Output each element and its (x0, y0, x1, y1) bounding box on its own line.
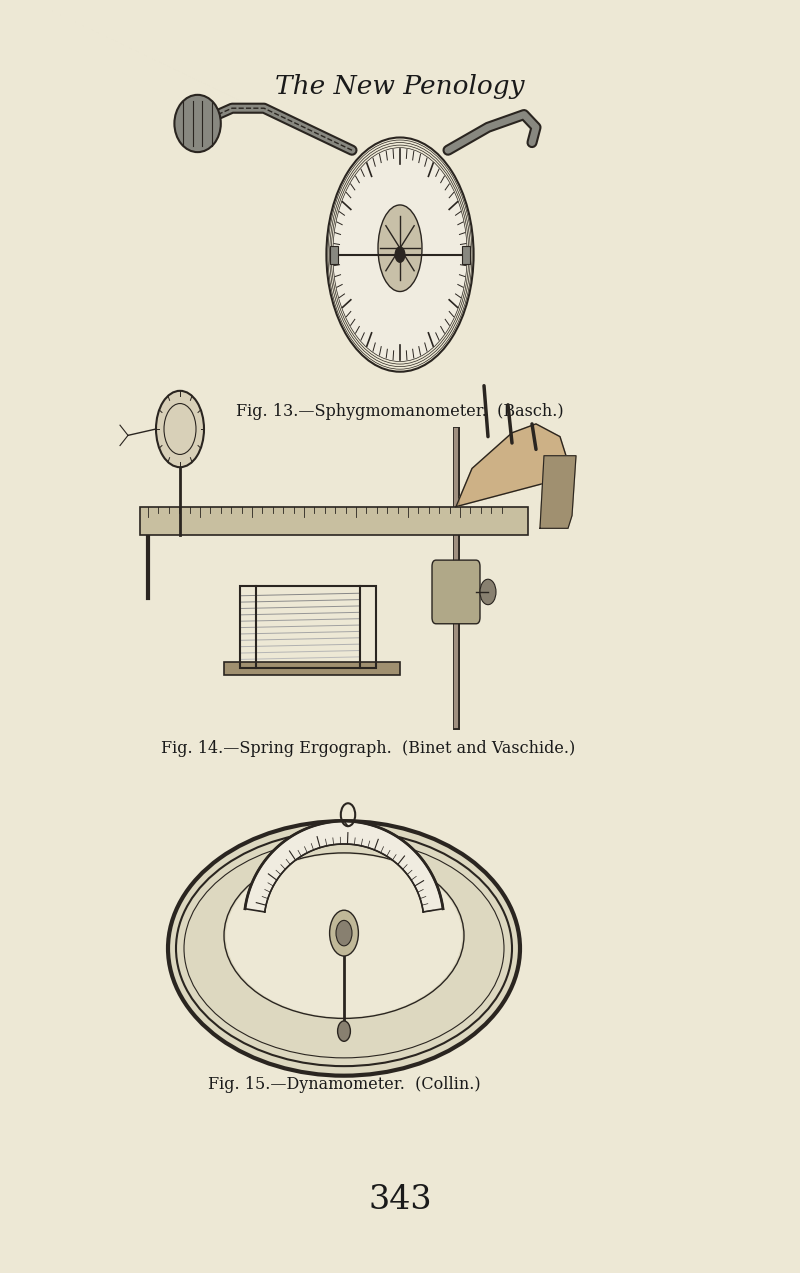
Text: The New Penology: The New Penology (275, 74, 525, 99)
Text: Fig. 15.—Dynamometer.  (Collin.): Fig. 15.—Dynamometer. (Collin.) (208, 1076, 480, 1094)
Ellipse shape (226, 854, 462, 1017)
FancyBboxPatch shape (330, 246, 338, 264)
Circle shape (336, 920, 352, 946)
Polygon shape (245, 821, 443, 911)
Ellipse shape (168, 821, 520, 1076)
Text: 343: 343 (368, 1184, 432, 1217)
Polygon shape (540, 456, 576, 528)
Bar (224, 662, 400, 675)
Ellipse shape (174, 95, 221, 151)
FancyBboxPatch shape (432, 560, 480, 624)
Text: Fig. 14.—Spring Ergograph.  (Binet and Vaschide.): Fig. 14.—Spring Ergograph. (Binet and Va… (161, 740, 575, 757)
Circle shape (333, 148, 467, 362)
FancyBboxPatch shape (462, 246, 470, 264)
Circle shape (156, 391, 204, 467)
Polygon shape (456, 424, 568, 507)
Circle shape (338, 1021, 350, 1041)
Text: Fig. 13.—Sphygmomanometer.  (Basch.): Fig. 13.—Sphygmomanometer. (Basch.) (236, 402, 564, 420)
Circle shape (480, 579, 496, 605)
Bar (140, 507, 528, 535)
Circle shape (395, 247, 405, 262)
Circle shape (330, 910, 358, 956)
Ellipse shape (378, 205, 422, 292)
Bar (240, 586, 376, 668)
